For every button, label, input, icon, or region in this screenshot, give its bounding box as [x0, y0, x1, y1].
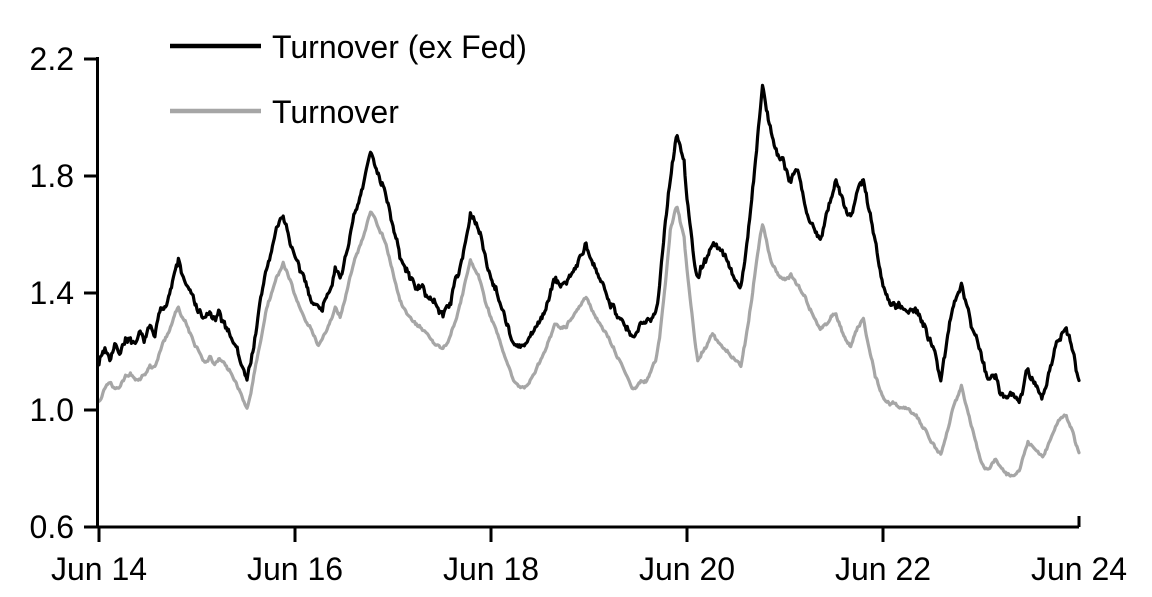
x-tick-label: Jun 18 [443, 551, 539, 587]
series-line-turnover [97, 205, 1081, 478]
legend-label-turnover: Turnover [272, 94, 399, 130]
y-tick-label: 1.4 [30, 275, 74, 311]
x-tick-label: Jun 20 [639, 551, 735, 587]
series-group [97, 83, 1081, 478]
x-tick-label: Jun 22 [835, 551, 931, 587]
x-tick-label: Jun 24 [1031, 551, 1127, 587]
series-line-turnover-ex-fed [97, 83, 1081, 405]
y-tick-label: 0.6 [30, 509, 74, 545]
x-tick-label: Jun 16 [247, 551, 343, 587]
legend-label-turnover-ex-fed: Turnover (ex Fed) [272, 29, 527, 65]
chart-legend: Turnover (ex Fed) Turnover [170, 29, 527, 130]
y-tick-label: 1.0 [30, 392, 74, 428]
axes-group: 0.6 1.0 1.4 1.8 2.2 Jun 14 Jun 16 Jun 18 Jun 20 J… [30, 41, 1128, 587]
x-tick-label: Jun 14 [51, 551, 147, 587]
y-tick-label: 1.8 [30, 158, 74, 194]
y-tick-label: 2.2 [30, 41, 74, 77]
